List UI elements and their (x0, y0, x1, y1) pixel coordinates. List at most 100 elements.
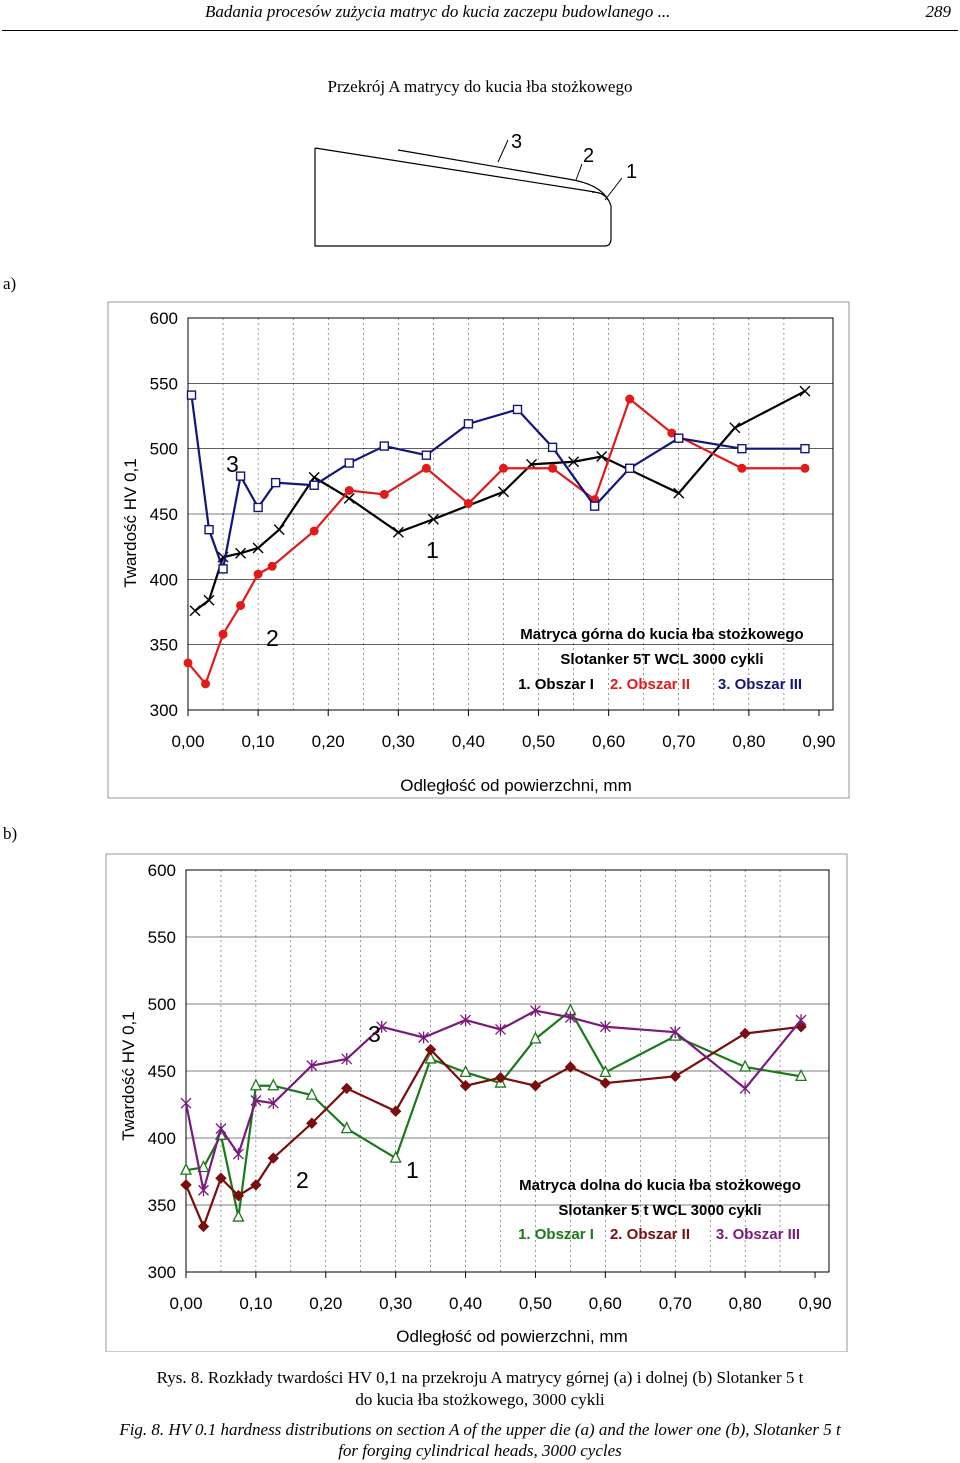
chart-b-label-2: 2 (296, 1167, 309, 1193)
chart-a-y-tick-label: 550 (150, 374, 178, 393)
chart-b-label-1: 1 (406, 1157, 419, 1183)
chart-b-y-tick-label: 600 (148, 861, 176, 880)
chart-a-series-3-point (379, 441, 390, 451)
chart-b-series-2 (180, 1021, 807, 1233)
chart-a-grid (188, 318, 833, 710)
chart-a-series-2-point (267, 561, 277, 571)
chart-a-x-label: Odległość od powierzchni, mm (400, 776, 631, 795)
chart-a-x-tick-label: 0,90 (802, 732, 835, 751)
chart-a-legend: Matryca górna do kucia łba stożkowego Sl… (518, 626, 804, 693)
chart-a-series-1-point (497, 486, 509, 498)
drawing-label-1: 1 (626, 161, 637, 183)
chart-a-x-ticks: 0,00 0,10 0,20 0,30 0,40 0,50 0,60 0,70 0,80 0,90 (171, 710, 836, 751)
chart-b-series-2-point (494, 1071, 507, 1084)
chart-b-x-tick-label: 0,30 (379, 1294, 412, 1313)
caption-pl-2: do kucia łba stożkowego, 3000 cykli (355, 1390, 605, 1409)
chart-b-series-3-point (306, 1059, 318, 1072)
chart-b-series-1-line (185, 1009, 802, 1218)
chart-b-y-tick-label: 350 (148, 1196, 176, 1215)
chart-a-series-3-point (463, 419, 474, 429)
chart-a-y-tick-label: 500 (150, 440, 178, 459)
chart-b-series-2-point (197, 1220, 210, 1233)
chart-a-series-1-point (273, 524, 285, 536)
chart-a-series-3-point (218, 564, 228, 574)
chart-b-y-tick-label: 550 (148, 928, 176, 947)
chart-a-y-tick-label: 450 (150, 505, 178, 524)
chart-a-legend-item-1: 1. Obszar I (518, 676, 594, 693)
chart-b-series-3-point (460, 1014, 472, 1027)
chart-a-series-2-point (253, 569, 263, 579)
chart-a-series-2-point (548, 463, 558, 473)
chart-b-y-tick-label: 500 (148, 995, 176, 1014)
chart-a-series-1-point (799, 385, 811, 397)
chart-a-y-label: Twardość HV 0,1 (121, 458, 140, 587)
chart-b-series-3-point (198, 1184, 209, 1197)
die-section-drawing: 3 2 1 (314, 131, 637, 247)
leader-3 (497, 139, 509, 163)
chart-b-x-ticks: 0,00 0,10 0,20 0,30 0,40 0,50 0,60 0,70 0,80 0,90 (169, 1272, 832, 1313)
section-title: Przekrój A matrycy do kucia łba stożkowe… (327, 77, 633, 96)
chart-b-legend-item-3: 3. Obszar III (716, 1226, 800, 1243)
drawing-label-2: 2 (583, 145, 594, 167)
chart-a-series-3-point (204, 524, 214, 535)
chart-b-series-1-point (179, 1162, 193, 1175)
die-profile (397, 149, 609, 201)
chart-a-series-3-point (547, 442, 558, 453)
chart-b-x-tick-label: 0,60 (589, 1294, 622, 1313)
chart-a-series-3-point (235, 471, 246, 481)
chart-a-x-tick-label: 0,60 (592, 732, 625, 751)
chart-b-x-tick-label: 0,20 (309, 1294, 342, 1313)
drawing-label-3: 3 (511, 131, 522, 153)
panel-b-label: b) (3, 824, 18, 843)
chart-a-x-tick-label: 0,80 (732, 732, 765, 751)
chart-a-series-3-point (512, 404, 523, 415)
chart-b-series-2-point (459, 1080, 472, 1092)
chart-a-series-1-point (392, 526, 404, 538)
chart-a-series-1-point (203, 594, 215, 606)
chart-b-grid (186, 870, 829, 1272)
chart-a-series-3-point (674, 433, 684, 443)
chart-b-series-1-point (529, 1031, 542, 1044)
chart-a-series-3-point (421, 450, 432, 460)
chart-a-series-2-point (667, 428, 677, 438)
chart-a-series-3-line (190, 394, 805, 574)
chart-a-label-1: 1 (426, 537, 439, 563)
chart-a-series-3-point (186, 390, 197, 400)
chart-a-series-3-point (253, 502, 263, 513)
chart-b-series-1-point (340, 1121, 353, 1134)
chart-b-legend: Matryca dolna do kucia łba stożkowego Sl… (518, 1177, 801, 1243)
panel-a-label: a) (3, 274, 17, 293)
chart-b-series-1-point (389, 1150, 402, 1163)
chart-a-legend-title: Matryca górna do kucia łba stożkowego (520, 626, 803, 643)
chart-b-series-3-point (564, 1011, 576, 1024)
chart-b-series-2-point (529, 1080, 542, 1092)
chart-b-y-label: Twardość HV 0,1 (119, 1011, 138, 1140)
chart-b-series-2-point (232, 1189, 245, 1202)
chart-a-series-1-point (189, 605, 201, 617)
chart-b-frame (105, 853, 848, 1352)
chart-b-series-3-point (232, 1148, 244, 1161)
chart-a-x-tick-label: 0,50 (522, 732, 555, 751)
chart-b-y-tick-label: 450 (148, 1062, 176, 1081)
chart-a-legend-subtitle: Slotanker 5T WCL 3000 cykli (560, 651, 763, 668)
chart-a-series-3-point (624, 463, 635, 473)
chart-b-legend-item-1: 1. Obszar I (518, 1226, 594, 1243)
chart-b-series-2-line (184, 1025, 802, 1230)
chart-a-series-1-point (427, 513, 439, 525)
running-header: Badania procesów zużycia matryc do kucia… (205, 2, 955, 24)
chart-a-series-3-point (309, 480, 319, 490)
chart-a-x-tick-label: 0,70 (662, 732, 695, 751)
chart-b-series-3-point (267, 1097, 279, 1110)
die-outline (314, 147, 612, 247)
chart-a-legend-item-3: 3. Obszar III (718, 676, 802, 693)
chart-b-series-2-point (306, 1117, 318, 1129)
chart-a-series-2-point (800, 463, 810, 473)
chart-a-series-labels: 1 2 3 (226, 451, 439, 651)
chart-b-series-labels: 1 2 3 (296, 1021, 419, 1193)
leader-1 (604, 177, 623, 201)
chart-b-series-2-point (180, 1179, 192, 1191)
chart-a-frame (107, 301, 850, 799)
chart-a-series-2-line (187, 397, 805, 687)
chart-b-legend-subtitle: Slotanker 5 t WCL 3000 cykli (558, 1202, 761, 1219)
